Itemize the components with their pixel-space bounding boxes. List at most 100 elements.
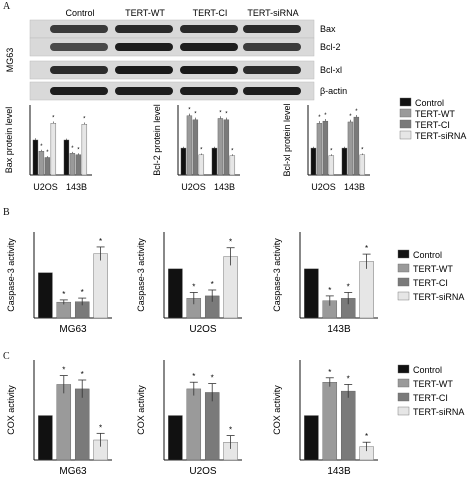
x-axis-label: U2OS [189,324,217,335]
bar [304,268,319,319]
y-axis-label: Caspase-3 activity [6,238,16,312]
bar [322,382,338,461]
blot-band [243,87,301,95]
lane-label: TERT-WT [125,8,165,18]
significance-mark: * [229,238,232,247]
legend-label: Control [415,98,444,108]
panel-letter-a: A [3,1,11,12]
bar [186,115,193,176]
western-blot-panel: Control TERT-WT TERT-CI TERT-siRNA MG63 Bax Bc… [5,8,347,101]
blot-band [180,87,238,95]
legend-label: TERT-siRNA [413,292,464,302]
x-axis-label: MG63 [59,324,87,335]
legend-label: Control [413,365,442,375]
bar [63,139,70,176]
blot-cell-line: MG63 [5,48,15,73]
significance-mark: * [52,115,55,121]
significance-mark: * [192,282,195,291]
chart-7: COX activity * * * U2OS [136,360,242,477]
blot-band [243,66,301,74]
bar [32,139,39,176]
significance-mark: * [328,368,331,377]
bar [353,116,360,176]
significance-mark: * [99,423,102,432]
bar [38,272,53,319]
bar [328,155,335,176]
bar [304,415,319,461]
bar [322,120,329,176]
legend-label: TERT-CI [413,393,448,403]
significance-mark: * [194,112,197,118]
legend-swatch [399,119,412,129]
significance-mark: * [231,148,234,154]
significance-mark: * [99,237,102,246]
y-axis-label: COX activity [136,385,146,435]
bar [56,301,72,319]
x-tick-label: 143B [344,182,365,192]
bar [359,154,366,176]
bar [211,147,218,176]
significance-mark: * [328,286,331,295]
y-axis-label: Bax protein level [4,107,14,174]
legend-swatch [397,392,410,402]
significance-mark: * [211,374,214,383]
blot-band [50,66,108,74]
bar [223,256,238,319]
bar [198,154,205,176]
blot-band [50,87,108,95]
significance-mark: * [62,290,65,299]
legend-label: TERT-siRNA [415,131,466,141]
bar [56,384,72,461]
significance-mark: * [81,370,84,379]
chart-5: Caspase-3 activity * * * 143B [272,232,378,335]
blot-band [115,43,173,51]
significance-mark: * [365,244,368,253]
significance-mark: * [46,150,49,156]
legend-swatch [397,378,410,388]
blot-band [115,25,173,33]
legend-swatch [399,108,412,118]
legend-swatch [397,364,410,374]
bar [316,123,323,176]
x-tick-label: U2OS [311,182,336,192]
blot-band [50,25,108,33]
significance-mark: * [62,366,65,375]
bar [93,253,108,319]
blot-band [115,87,173,95]
x-axis-label: MG63 [59,466,87,477]
significance-mark: * [361,147,364,153]
legend-label: TERT-CI [415,120,450,130]
bar [310,147,317,176]
significance-mark: * [219,110,222,116]
blot-band [243,25,301,33]
legend-swatch [399,130,412,140]
legend-label: TERT-siRNA [413,407,464,417]
x-tick-label: U2OS [33,182,58,192]
chart-6: COX activity * * * MG63 [6,360,112,477]
blot-band [243,43,301,51]
blot-band [180,66,238,74]
bar [347,121,354,176]
significance-mark: * [330,148,333,154]
bar [341,147,348,176]
chart-1: Bcl-2 protein level ***U2OS* **143B [152,104,240,192]
bar [38,150,45,176]
legends: ControlTERT-WTTERT-CITERT-siRNAControlTE… [397,97,466,417]
legend-swatch [397,263,410,273]
blot-band [50,43,108,51]
x-axis-label: 143B [327,324,351,335]
legend-swatch [397,277,410,287]
y-axis-label: Caspase-3 activity [136,238,146,312]
blot-row-label: Bcl-2 [320,42,341,52]
y-axis-label: Caspase-3 activity [272,238,282,312]
panel-letter-b: B [3,207,10,218]
y-axis-label: COX activity [6,385,16,435]
significance-mark: * [324,113,327,119]
significance-mark: * [192,372,195,381]
legend-swatch [397,406,410,416]
lane-label: TERT-siRNA [247,8,298,18]
x-tick-label: U2OS [181,182,206,192]
